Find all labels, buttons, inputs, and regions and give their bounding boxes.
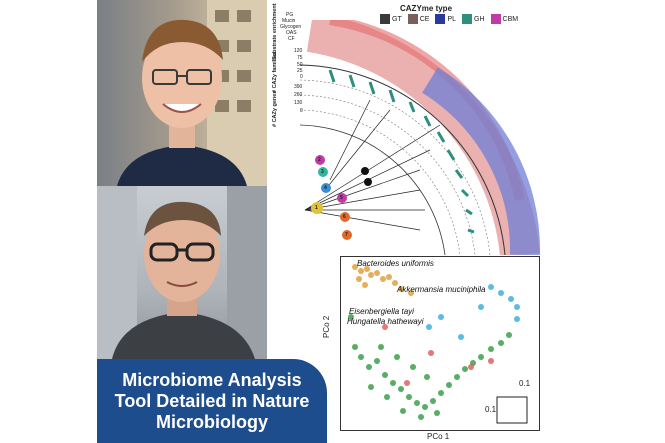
gene-tick: 130 — [294, 100, 303, 106]
family-tick: 0 — [300, 74, 303, 80]
portrait-photo-top — [97, 0, 267, 186]
gene-tick: 260 — [294, 92, 303, 98]
portrait-photo-bottom — [97, 186, 267, 359]
cazy-genes-label: # CAZy genes — [272, 90, 278, 127]
legend-item-gh: GH — [462, 14, 485, 24]
substrate-label-cf: CF — [288, 36, 295, 42]
species-label: Akkermansia muciniphila — [397, 285, 486, 294]
substrate-label-glycogen: Glycogen — [280, 24, 302, 30]
clade-number: 1 — [315, 205, 318, 211]
portrait-illustration-bottom — [97, 186, 267, 359]
cazyme-legend: GT CE PL GH CBM — [380, 14, 518, 24]
legend-swatch — [462, 14, 473, 24]
species-label: Eisenbergiella tayi — [349, 307, 414, 316]
headline-banner: Microbiome Analysis Tool Detailed in Nat… — [97, 359, 327, 443]
clade-number: 4 — [324, 185, 327, 191]
circular-phylogeny-figure — [299, 20, 541, 255]
pcoa-scatter — [348, 264, 528, 424]
pcoa-x-label: PCo 1 — [427, 432, 450, 441]
clade-number: 6 — [343, 214, 346, 220]
family-tick: 25 — [297, 68, 303, 74]
legend-title: CAZYme type — [400, 4, 453, 13]
gene-tick: 0 — [300, 108, 303, 114]
legend-swatch — [435, 14, 446, 24]
family-tick: 120 — [294, 48, 303, 54]
family-tick: 75 — [297, 55, 303, 61]
clade-number: 5 — [340, 195, 343, 201]
family-tick: 50 — [297, 62, 303, 68]
headline-text: Microbiome Analysis Tool Detailed in Nat… — [114, 369, 310, 432]
portrait-illustration-top — [117, 0, 267, 186]
clade-number: 3 — [321, 169, 324, 175]
substrate-label-mucin: Mucin — [282, 18, 296, 24]
substrate-label-oas: OAS — [286, 30, 297, 36]
legend-swatch — [380, 14, 390, 24]
legend-swatch — [407, 14, 418, 24]
species-label: Bacteroides uniformis — [357, 259, 434, 268]
species-label: Hungatella hathewayi — [347, 317, 424, 326]
legend-item-gt: GT — [380, 14, 402, 24]
legend-swatch — [490, 14, 501, 24]
legend-item-ce: CE — [407, 14, 429, 24]
gene-tick: 390 — [294, 84, 303, 90]
substrate-label-pg: PG — [286, 12, 294, 18]
scale-label-top: 0.1 — [519, 379, 531, 388]
cazy-families-label: # CAZy families — [272, 52, 278, 93]
pcoa-plot: Bacteroides uniformis Akkermansia mucini… — [340, 256, 540, 431]
clade-number: 7 — [345, 232, 348, 238]
legend-item-pl: PL — [435, 14, 456, 24]
pcoa-y-label: PCo 2 — [322, 315, 331, 338]
clade-number: 2 — [318, 157, 321, 163]
legend-item-cbm: CBM — [490, 14, 518, 24]
scale-label-left: 0.1 — [485, 405, 497, 414]
